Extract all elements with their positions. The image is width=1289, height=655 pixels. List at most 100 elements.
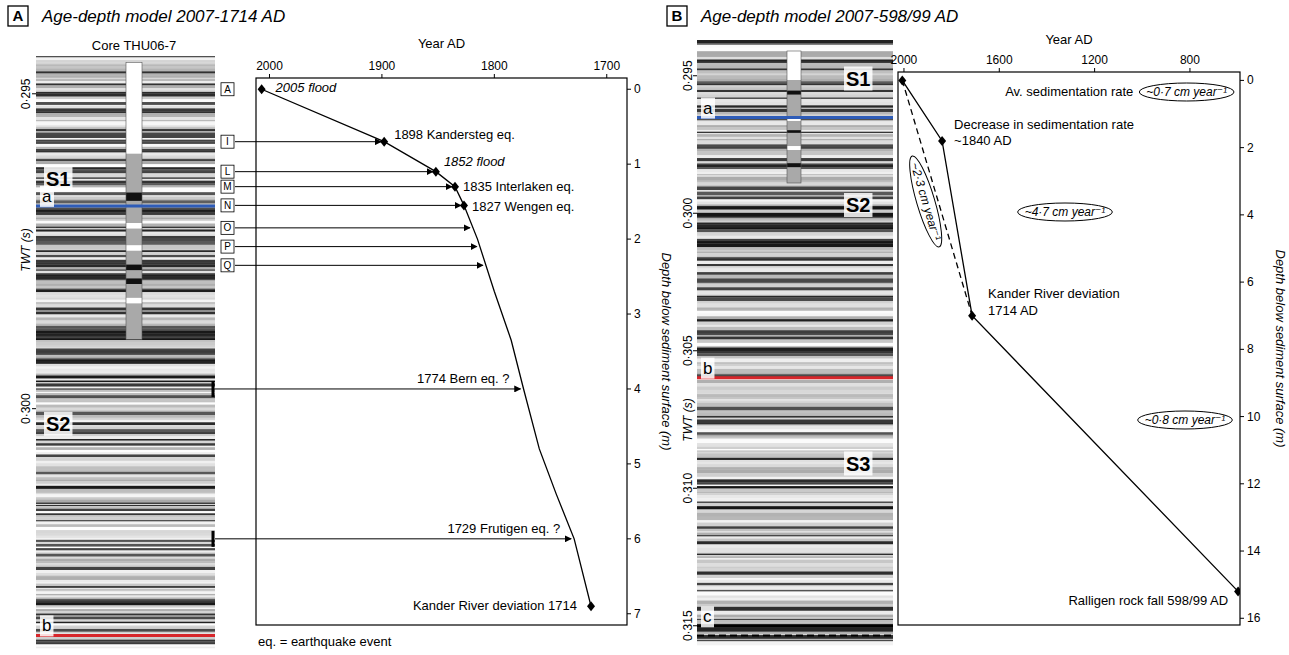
seismic-reflector — [697, 447, 893, 450]
seismic-reflector — [36, 513, 215, 515]
seismic-reflector — [36, 247, 215, 250]
seismic-reflector — [36, 461, 215, 464]
seismic-reflector — [36, 215, 215, 218]
event-label: 1729 Frutigen eq. ? — [447, 521, 560, 536]
seismic-reflector — [36, 99, 215, 102]
seismic-reflector — [697, 622, 893, 624]
seismic-reflector — [697, 45, 893, 48]
rate-oval-group: ~2·3 cm year⁻¹ — [904, 154, 948, 250]
horizon-label-patch — [701, 606, 714, 627]
seismic-reflector — [36, 290, 215, 293]
seismic-reflector — [36, 342, 215, 345]
seismic-reflector — [697, 567, 893, 569]
seismic-reflector — [697, 563, 893, 567]
seismic-reflector — [36, 121, 215, 123]
seismic-reflector — [36, 123, 215, 126]
figure: AAge-depth model 2007-1714 ADabS1S2Core … — [0, 0, 1289, 655]
seismic-reflector — [36, 260, 215, 263]
twt-axis-title: TWT (s) — [681, 398, 695, 441]
seismic-reflector — [697, 261, 893, 265]
plot-frame — [256, 78, 627, 625]
y-tick-label: 4 — [1247, 208, 1254, 222]
seismic-reflector — [36, 580, 215, 583]
seismic-reflector — [697, 359, 893, 363]
seismic-reflector — [36, 345, 215, 347]
seismic-reflector — [697, 241, 893, 244]
seismic-reflector — [36, 617, 215, 620]
panel-title: Age-depth model 2007-1714 AD — [41, 7, 285, 26]
y-axis-title: Depth below sediment surface (m) — [1273, 250, 1288, 448]
rate-oval — [1018, 203, 1113, 221]
seismic-reflector — [36, 393, 215, 395]
unit-label-patch — [844, 452, 872, 476]
seismic-reflector — [36, 642, 215, 645]
twt-tick-label: 0·305 — [681, 335, 695, 366]
unit-label: S2 — [46, 413, 70, 435]
event-marker — [460, 200, 468, 210]
seismic-reflector — [36, 236, 215, 239]
seismic-reflector — [36, 108, 215, 111]
core-segment — [126, 154, 142, 340]
seismic-reflector — [697, 247, 893, 250]
seismic-reflector — [36, 264, 215, 267]
seismic-reflector — [36, 567, 215, 570]
x-axis-title: Year AD — [1045, 32, 1092, 47]
seismic-reflector — [697, 40, 893, 44]
unit-label-patch — [844, 67, 872, 91]
core-segment — [126, 193, 142, 201]
plot-data — [898, 75, 1240, 596]
seismic-reflector — [36, 463, 215, 466]
seismic-reflector — [697, 482, 893, 485]
seismic-reflector — [697, 351, 893, 354]
x-tick-label: 1200 — [1081, 53, 1108, 67]
seismic-reflector — [36, 554, 215, 557]
rate-caption: Av. sedimentation rate — [1005, 84, 1133, 99]
seismic-reflector — [697, 407, 893, 411]
core-segment — [126, 62, 142, 153]
seismic-reflector — [36, 241, 215, 244]
seismic-profile: abS1S2 — [36, 56, 215, 648]
seismic-reflector — [36, 232, 215, 234]
seismic-reflector — [697, 585, 893, 587]
event-marker — [380, 137, 388, 147]
event-marker — [432, 167, 440, 177]
seismic-reflector — [697, 536, 893, 538]
seismic-reflector — [697, 266, 893, 269]
seismic-reflector — [36, 441, 215, 444]
seismic-reflector — [697, 598, 893, 601]
event-label: Decrease in sedimentation rate — [954, 117, 1134, 132]
seismic-reflector — [36, 200, 215, 203]
seismic-reflector — [36, 152, 215, 155]
seismic-reflector — [36, 557, 215, 559]
seismic-reflector — [36, 357, 215, 359]
seismic-reflector — [697, 311, 893, 314]
seismic-reflector — [36, 592, 215, 594]
horizon-label: b — [703, 359, 712, 378]
x-tick-label: 2000 — [256, 59, 283, 73]
seismic-reflector — [36, 536, 215, 539]
y-tick-label: 0 — [634, 82, 641, 96]
rate-oval — [904, 154, 948, 250]
twt-tick-label: 0·300 — [19, 393, 33, 424]
event-marker — [258, 84, 266, 94]
seismic-reflector — [697, 303, 893, 307]
seismic-reflector — [697, 366, 893, 369]
seismic-reflector — [697, 529, 893, 532]
event-label: 1898 Kandersteg eq. — [394, 127, 515, 142]
seismic-reflector — [697, 506, 893, 510]
seismic-reflector — [697, 232, 893, 236]
seismic-reflector — [36, 129, 215, 132]
seismic-reflector — [36, 340, 215, 342]
x-axis-title: Year AD — [418, 36, 465, 51]
seismic-reflector — [697, 397, 893, 399]
seismic-reflector — [36, 447, 215, 450]
unit-label: S2 — [846, 194, 870, 216]
event-label: ~1840 AD — [954, 133, 1011, 148]
seismic-reflector — [36, 565, 215, 568]
seismic-reflector — [36, 376, 215, 379]
seismic-reflector — [697, 287, 893, 290]
seismic-reflector — [36, 217, 215, 219]
level-arrow — [235, 186, 452, 187]
seismic-reflector — [36, 395, 215, 397]
seismic-reflector — [697, 632, 893, 634]
